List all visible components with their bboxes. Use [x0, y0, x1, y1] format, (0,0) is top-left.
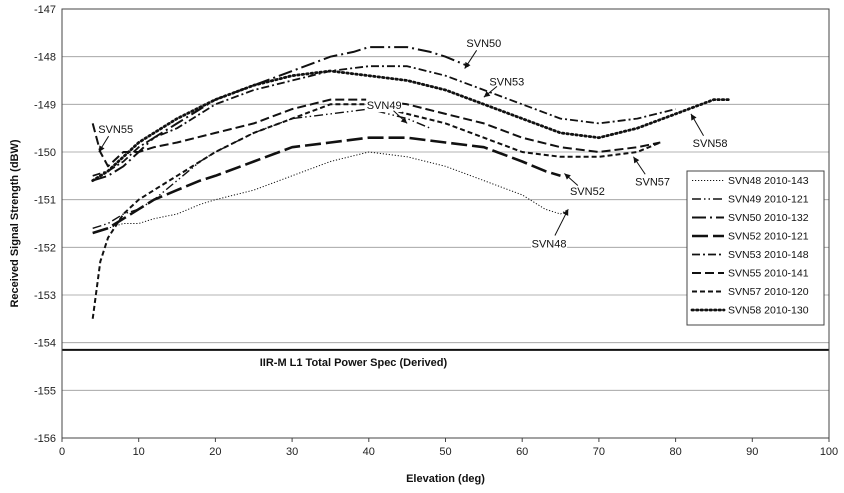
annotation-bg — [488, 74, 525, 89]
annotation-bg — [97, 121, 134, 136]
x-tick-label: 60 — [516, 446, 528, 458]
annotation-label: SVN48 — [532, 238, 567, 250]
y-tick-label: -147 — [34, 4, 56, 16]
legend-entry: SVN50 2010-132 — [728, 212, 809, 224]
series-line-svn50 — [92, 46, 469, 182]
annotation-bg — [569, 183, 606, 198]
legend-entry: SVN58 2010-130 — [728, 305, 809, 317]
annotation-label: SVN53 — [489, 76, 524, 88]
y-tick-label: -154 — [34, 338, 56, 350]
series-line-svn49 — [92, 108, 431, 229]
series-line-svn57 — [91, 103, 661, 319]
x-tick-label: 30 — [286, 446, 298, 458]
x-tick-label: 50 — [439, 446, 451, 458]
y-tick-label: -150 — [34, 147, 56, 159]
annotation-arrowhead — [464, 61, 471, 69]
annotation-label: SVN49 — [367, 100, 402, 112]
legend-entry: SVN48 2010-143 — [728, 175, 809, 187]
legend-entry: SVN55 2010-141 — [728, 268, 809, 280]
series-layer — [91, 46, 731, 319]
annotation-arrowhead — [400, 117, 408, 124]
x-tick-label: 100 — [820, 446, 838, 458]
x-axis-title: Elevation (deg) — [406, 473, 485, 485]
annotation-label: SVN55 — [98, 124, 133, 136]
tick-layer: -147 -148 -149 -150 -151 -152 -153 -154 -155 -156… — [34, 4, 838, 458]
series-line-svn55 — [91, 98, 661, 168]
annotation-layer: SVN50 SVN53 SVN49 SVN55 SVN58 SVN52 SVN57 SVN48 — [97, 36, 729, 251]
x-tick-label: 80 — [669, 446, 681, 458]
series-line-svn58 — [91, 69, 731, 183]
y-axis-title: Received Signal Strength (dBW) — [9, 139, 21, 307]
y-tick-label: -153 — [34, 290, 56, 302]
annotation-arrowhead — [633, 156, 640, 164]
annotation-bg — [366, 98, 403, 113]
y-tick-label: -149 — [34, 99, 56, 111]
annotation-bg — [692, 136, 729, 151]
legend-entry: SVN52 2010-121 — [728, 231, 809, 243]
legend-entry: SVN57 2010-120 — [728, 286, 809, 298]
x-tick-label: 20 — [209, 446, 221, 458]
legend: SVN48 2010-143 SVN49 2010-121 SVN50 2010-1… — [686, 170, 825, 326]
legend-entry: SVN53 2010-148 — [728, 249, 809, 261]
annotation-label: SVN57 — [635, 176, 670, 188]
legend-box — [686, 170, 825, 326]
annotation-arrowhead — [98, 145, 105, 152]
series-line-svn52 — [92, 136, 561, 235]
y-tick-label: -152 — [34, 242, 56, 254]
annotation-arrowhead — [564, 173, 571, 180]
spec-label: IIR-M L1 Total Power Spec (Derived) — [260, 357, 448, 369]
annotation-label: SVN52 — [570, 186, 605, 198]
x-tick-label: 90 — [746, 446, 758, 458]
annotation-arrowhead — [562, 209, 569, 216]
x-tick-label: 0 — [59, 446, 65, 458]
x-tick-label: 10 — [133, 446, 145, 458]
annotation-label: SVN50 — [466, 38, 501, 50]
annotation-bg — [634, 174, 671, 189]
x-tick-label: 40 — [363, 446, 375, 458]
annotation-label: SVN58 — [693, 138, 728, 150]
x-tick-label: 70 — [593, 446, 605, 458]
y-tick-label: -151 — [34, 195, 56, 207]
legend-entry: SVN49 2010-121 — [728, 194, 809, 206]
annotation-bg — [531, 236, 568, 251]
y-tick-label: -156 — [34, 433, 56, 445]
annotation-bg — [465, 36, 502, 51]
y-tick-label: -155 — [34, 385, 56, 397]
y-tick-label: -148 — [34, 52, 56, 64]
spec-layer: IIR-M L1 Total Power Spec (Derived) — [62, 348, 829, 369]
annotation-arrowhead — [690, 113, 697, 121]
annotation-arrowhead — [483, 91, 491, 98]
